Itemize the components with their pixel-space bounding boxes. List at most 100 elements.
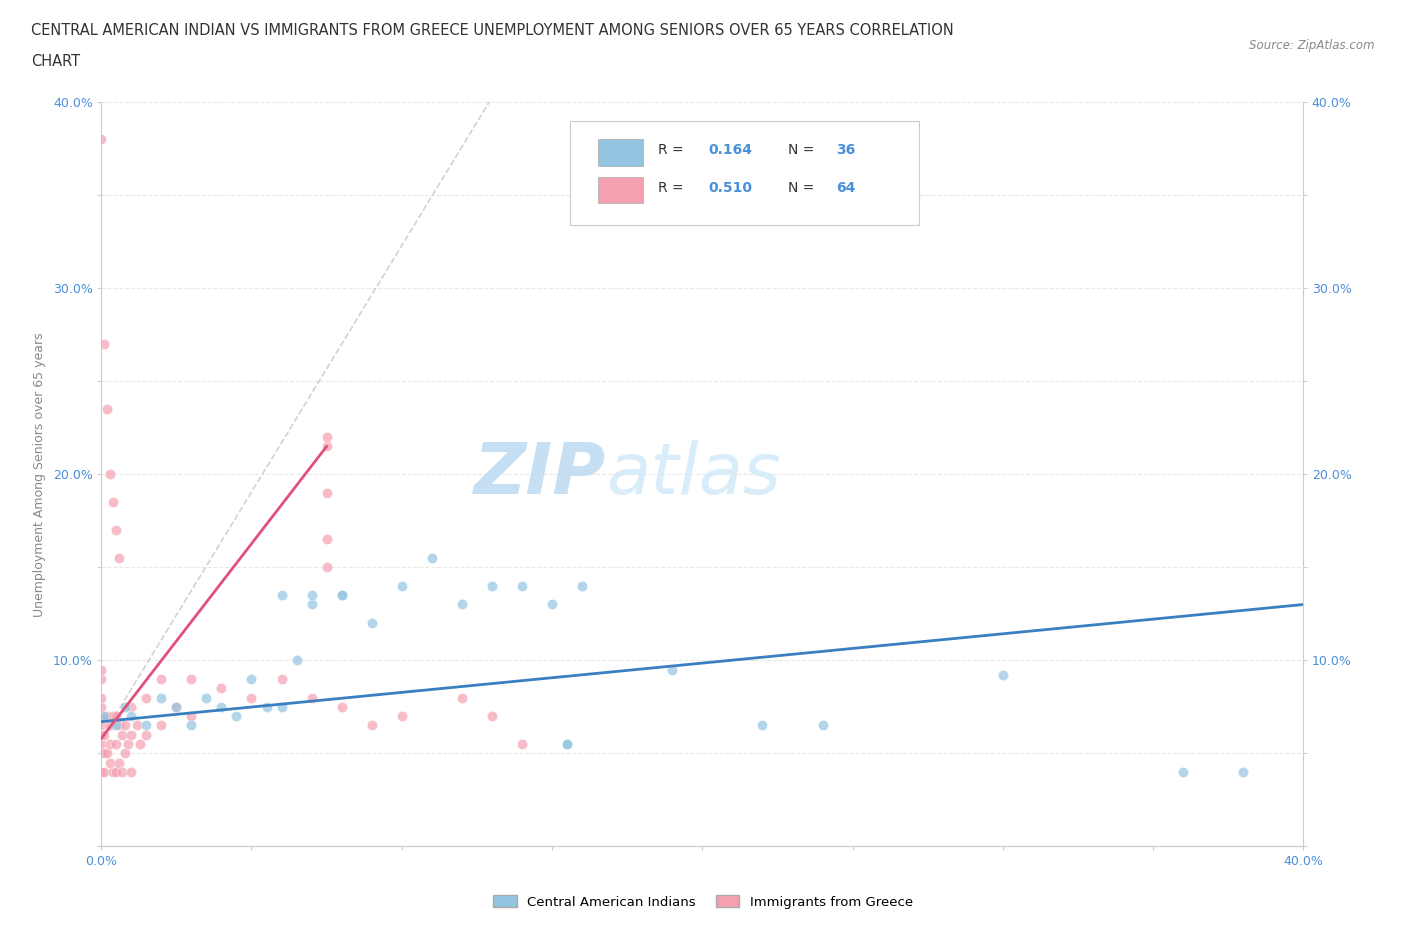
- Text: Source: ZipAtlas.com: Source: ZipAtlas.com: [1250, 39, 1375, 52]
- Point: [98, 737, 121, 751]
- Point: [301, 690, 323, 705]
- Point: [105, 718, 128, 733]
- Point: [391, 709, 413, 724]
- Point: [1173, 764, 1195, 779]
- Point: [270, 588, 292, 603]
- Point: [315, 430, 337, 445]
- Point: [330, 588, 353, 603]
- Point: [256, 699, 278, 714]
- Bar: [598, 177, 644, 203]
- Point: [108, 718, 131, 733]
- Point: [360, 616, 382, 631]
- Point: [510, 737, 533, 751]
- Text: atlas: atlas: [606, 440, 780, 509]
- Point: [105, 764, 128, 779]
- Point: [120, 699, 142, 714]
- Point: [108, 755, 131, 770]
- Point: [315, 439, 337, 454]
- Point: [135, 727, 157, 742]
- Point: [96, 746, 118, 761]
- Point: [90, 746, 112, 761]
- Point: [114, 718, 136, 733]
- Point: [90, 709, 112, 724]
- Point: [111, 764, 134, 779]
- Point: [481, 709, 503, 724]
- Text: N =: N =: [787, 180, 818, 195]
- Text: CENTRAL AMERICAN INDIAN VS IMMIGRANTS FROM GREECE UNEMPLOYMENT AMONG SENIORS OVE: CENTRAL AMERICAN INDIAN VS IMMIGRANTS FR…: [31, 23, 953, 38]
- Point: [90, 737, 112, 751]
- FancyBboxPatch shape: [569, 121, 918, 225]
- Text: N =: N =: [787, 143, 818, 157]
- Point: [391, 578, 413, 593]
- Legend: Central American Indians, Immigrants from Greece: Central American Indians, Immigrants fro…: [488, 890, 918, 914]
- Point: [811, 718, 834, 733]
- Point: [120, 764, 142, 779]
- Point: [270, 671, 292, 686]
- Point: [114, 699, 136, 714]
- Point: [661, 662, 683, 677]
- Point: [330, 699, 353, 714]
- Y-axis label: Unemployment Among Seniors over 65 years: Unemployment Among Seniors over 65 years: [34, 332, 46, 617]
- Point: [180, 709, 202, 724]
- Point: [150, 718, 173, 733]
- Point: [481, 578, 503, 593]
- Point: [90, 764, 112, 779]
- Point: [96, 402, 118, 417]
- Point: [315, 560, 337, 575]
- Point: [451, 597, 474, 612]
- Text: ZIP: ZIP: [474, 440, 606, 509]
- Point: [150, 671, 173, 686]
- Point: [211, 681, 233, 696]
- Point: [1232, 764, 1254, 779]
- Point: [114, 746, 136, 761]
- Point: [98, 718, 121, 733]
- Point: [180, 718, 202, 733]
- Point: [90, 662, 112, 677]
- Text: 0.510: 0.510: [709, 180, 752, 195]
- Point: [301, 588, 323, 603]
- Point: [195, 690, 218, 705]
- Point: [90, 671, 112, 686]
- Point: [165, 699, 187, 714]
- Text: CHART: CHART: [31, 54, 80, 69]
- Point: [96, 709, 118, 724]
- Point: [150, 690, 173, 705]
- Point: [120, 727, 142, 742]
- Point: [127, 718, 149, 733]
- Text: 64: 64: [835, 180, 855, 195]
- Point: [240, 671, 263, 686]
- Point: [991, 668, 1014, 683]
- Point: [98, 755, 121, 770]
- Point: [93, 727, 115, 742]
- Text: R =: R =: [658, 180, 688, 195]
- Point: [555, 737, 578, 751]
- Point: [571, 578, 593, 593]
- Point: [420, 551, 443, 565]
- Point: [180, 671, 202, 686]
- Point: [93, 709, 115, 724]
- Point: [98, 467, 121, 482]
- Point: [541, 597, 564, 612]
- Point: [103, 709, 125, 724]
- Point: [103, 495, 125, 510]
- Point: [510, 578, 533, 593]
- Point: [360, 718, 382, 733]
- Point: [93, 764, 115, 779]
- Point: [315, 485, 337, 500]
- Point: [90, 727, 112, 742]
- Point: [90, 132, 112, 147]
- Bar: [598, 140, 644, 166]
- Point: [108, 551, 131, 565]
- Point: [240, 690, 263, 705]
- Point: [165, 699, 187, 714]
- Point: [270, 699, 292, 714]
- Point: [301, 597, 323, 612]
- Point: [111, 727, 134, 742]
- Point: [555, 737, 578, 751]
- Point: [105, 737, 128, 751]
- Text: 0.164: 0.164: [709, 143, 752, 157]
- Point: [90, 699, 112, 714]
- Point: [90, 718, 112, 733]
- Point: [93, 746, 115, 761]
- Point: [751, 718, 773, 733]
